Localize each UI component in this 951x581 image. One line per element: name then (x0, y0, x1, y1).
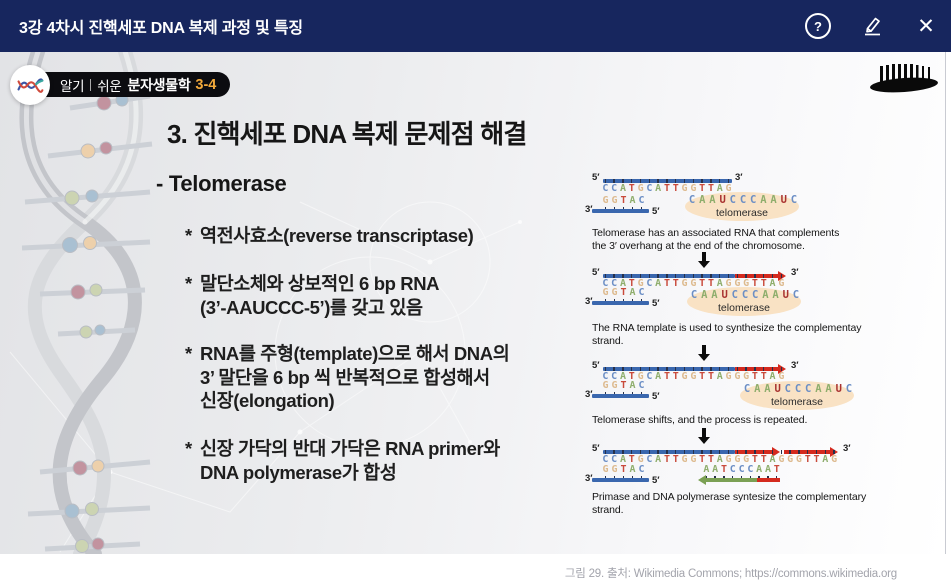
logo-divider (90, 78, 92, 91)
prime-label: 3′ (791, 360, 799, 371)
help-button[interactable]: ? (805, 13, 831, 39)
bullet-marker: * (185, 225, 192, 246)
rna-primer-segment (757, 478, 780, 482)
prime-label: 5′ (592, 360, 600, 371)
lagging-strand-arrow (698, 475, 757, 485)
dna-wave-icon (17, 78, 44, 93)
dna-strand-line (592, 478, 649, 482)
telomere-extension (735, 447, 780, 456)
enzyme-label: telomerase (771, 396, 823, 408)
bullet-text: RNA를 주형(template)으로 해서 DNA의 3’ 말단을 6 bp … (200, 343, 510, 411)
bullet-marker: * (185, 273, 192, 294)
slide-canvas: 알기 쉬운 분자생물학 3-4 3. 진핵세포 DNA 복제 문제점 해결 - (0, 52, 945, 580)
bullet-text: 말단소체와 상보적인 6 bp RNA (3’-AAUCCC-5’)를 갖고 있… (200, 273, 440, 318)
logo-word1: 알기 (60, 78, 85, 94)
telomere-extension (735, 364, 786, 373)
slide-right-margin (945, 52, 951, 554)
window-header: 3강 4차시 진핵세포 DNA 복제 과정 및 특징 ? ✕ (0, 0, 951, 52)
prime-label: 5′ (652, 475, 660, 486)
dna-strand-line (592, 301, 649, 305)
prime-label: 3′ (585, 389, 593, 400)
slide-title: 3. 진핵세포 DNA 복제 문제점 해결 (167, 119, 527, 149)
enzyme-label: telomerase (716, 207, 768, 219)
prime-label: 5′ (592, 172, 600, 183)
step-caption: The RNA template is used to synthesize t… (592, 322, 862, 347)
dna-strand-line (592, 209, 649, 213)
close-button[interactable]: ✕ (917, 14, 935, 38)
dna-strand-line (592, 394, 649, 398)
annotate-button[interactable] (859, 13, 885, 39)
bullet-marker: * (185, 438, 192, 459)
prime-label: 5′ (592, 443, 600, 454)
prime-label: 3′ (735, 172, 743, 183)
step-caption: Telomerase shifts, and the process is re… (592, 414, 808, 426)
prime-label: 5′ (652, 391, 660, 402)
bullet-text: 역전사효소(reverse transcriptase) (200, 225, 474, 246)
enzyme-label: telomerase (718, 302, 770, 314)
prime-label: 3′ (585, 204, 593, 215)
prime-label: 3′ (791, 267, 799, 278)
dna-strand-line (603, 271, 786, 280)
logo-brand: 분자생물학 (127, 76, 191, 93)
dna-strand-line (603, 364, 786, 373)
dna-strand-line (603, 447, 838, 456)
logo-word2: 쉬운 (97, 78, 122, 94)
slide-subtitle: - Telomerase (156, 171, 287, 196)
prime-label: 3′ (585, 473, 593, 484)
prime-label: 5′ (652, 206, 660, 217)
down-arrow-icon (697, 345, 711, 361)
prime-label: 5′ (592, 267, 600, 278)
step-caption: Telomerase has an associated RNA that co… (592, 227, 840, 252)
down-arrow-icon (697, 428, 711, 444)
prime-label: 3′ (843, 443, 851, 454)
help-icon: ? (805, 13, 831, 39)
figure-source: 그림 29. 출처: Wikimedia Commons; https://co… (564, 568, 897, 580)
bullet-marker: * (185, 343, 192, 364)
step-caption: Primase and DNA polymerase syntesize the… (592, 491, 867, 516)
prime-label: 3′ (585, 296, 593, 307)
logo-episode: 3-4 (195, 76, 217, 93)
telomere-extension (735, 271, 786, 280)
bullet-text: 신장 가닥의 반대 가닥은 RNA primer와 DNA polymerase… (200, 438, 500, 483)
course-logo-badge: 알기 쉬운 분자생물학 3-4 (32, 72, 231, 97)
bullet-item: * 신장 가닥의 반대 가닥은 RNA primer와 DNA polymera… (185, 437, 500, 484)
bullet-item: * 역전사효소(reverse transcriptase) (185, 224, 474, 248)
prime-label: 5′ (652, 298, 660, 309)
bullet-item: * 말단소체와 상보적인 6 bp RNA (3’-AAUCCC-5’)를 갖고… (185, 272, 440, 319)
bullet-item: * RNA를 주형(template)으로 해서 DNA의 3’ 말단을 6 b… (185, 342, 510, 413)
window-title: 3강 4차시 진핵세포 DNA 복제 과정 및 특징 (19, 20, 303, 37)
pen-icon (865, 17, 880, 36)
down-arrow-icon (697, 252, 711, 268)
publisher-logo (870, 64, 938, 93)
